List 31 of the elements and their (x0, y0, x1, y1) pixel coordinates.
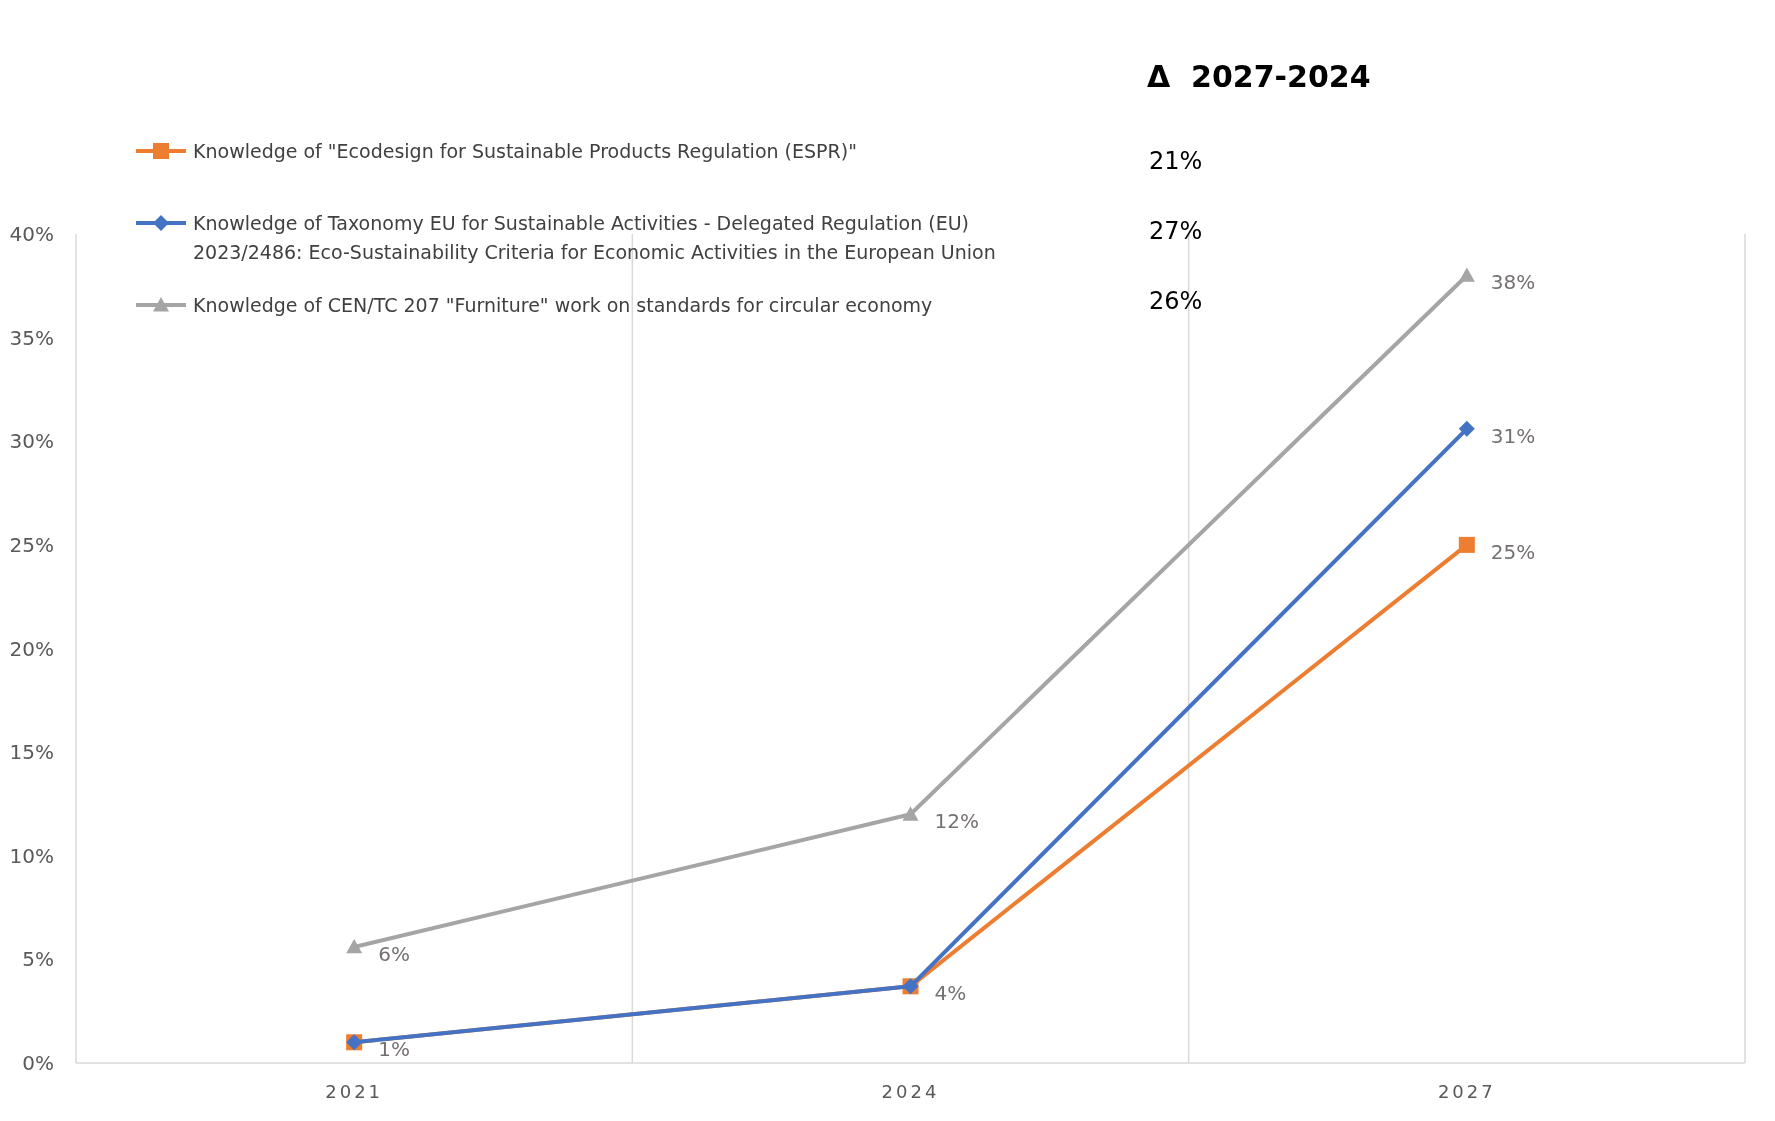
point (1458, 420, 1475, 437)
y-tick-label: 35% (9, 325, 54, 350)
point (1458, 536, 1475, 553)
data-label: 31% (1490, 423, 1536, 448)
point (902, 806, 919, 821)
data-label: 6% (378, 941, 410, 966)
y-tick-label: 10% (9, 843, 54, 868)
y-tick-label: 30% (9, 429, 54, 454)
x-tick-label: 2024 (881, 1081, 940, 1102)
data-label: 38% (1490, 270, 1536, 295)
x-tick-label: 2021 (325, 1081, 384, 1102)
y-tick-label: 15% (9, 740, 54, 765)
y-tick-label: 5% (22, 947, 54, 972)
text: Δ 2027-2024 (1147, 59, 1371, 94)
text: 21% (1149, 147, 1203, 175)
legend-label: Knowledge of CEN/TC 207 "Furniture" work on standards for circular economy (193, 294, 933, 316)
data-label: 1% (378, 1037, 410, 1062)
x-tick-label: 2027 (1437, 1081, 1496, 1102)
y-tick-label: 0% (22, 1051, 54, 1075)
legend-label: Knowledge of Taxonomy EU for Sustainable Activities - Delegated Regulation (EU) 2023/2486: Eco-Sustainability Criteria for Economic Activities in the European Union (193, 212, 996, 263)
data-label: 12% (934, 809, 979, 834)
legend-label: Knowledge of "Ecodesign for Sustainable Products Regulation (ESPR)" (193, 140, 857, 162)
annotation: 26% (1149, 287, 1203, 315)
data-label: 25% (1490, 539, 1536, 564)
y-tick-label: 40% (9, 222, 54, 246)
y-tick-label: 20% (9, 636, 54, 661)
annotation: 27% (1149, 217, 1203, 245)
y-tick-label: 25% (9, 532, 54, 557)
point (346, 938, 363, 954)
point (1458, 267, 1475, 282)
data-label: 4% (934, 981, 967, 1006)
